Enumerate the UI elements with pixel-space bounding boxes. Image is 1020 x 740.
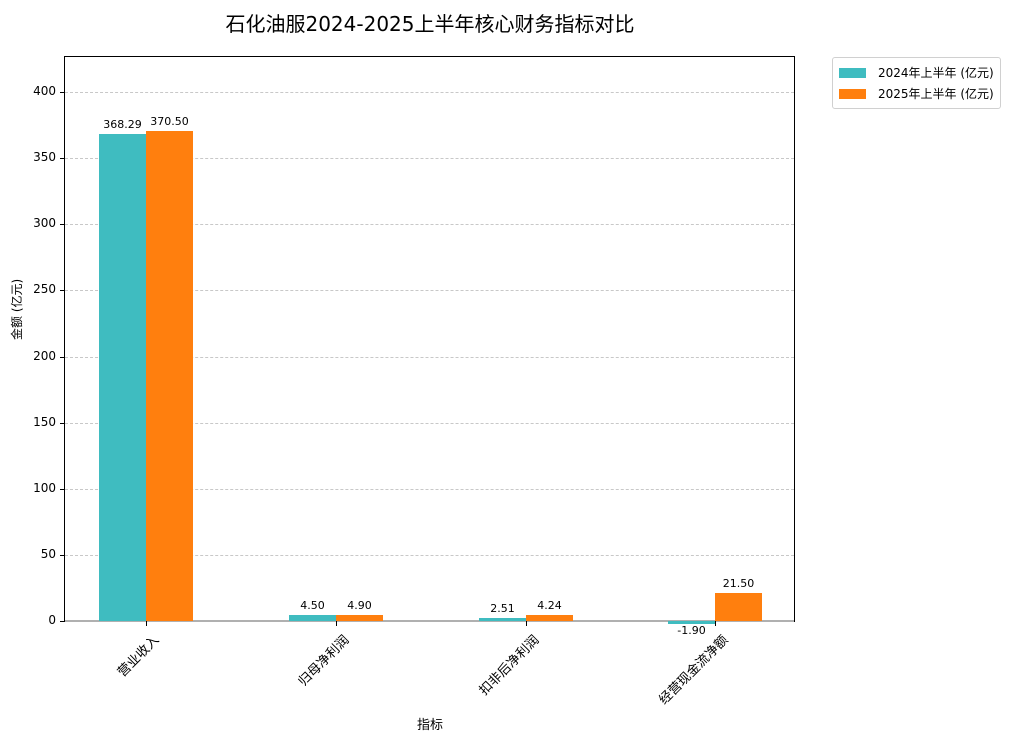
y-tick-mark <box>60 621 65 622</box>
bar-2024 <box>289 615 336 621</box>
y-tick-mark <box>60 554 65 556</box>
gridline <box>65 554 794 556</box>
gridline <box>65 158 794 160</box>
y-tick-label: 300 <box>33 216 56 231</box>
y-tick-mark <box>60 488 65 490</box>
gridline <box>65 422 794 424</box>
zero-baseline <box>65 620 794 622</box>
bar-value-label: 370.50 <box>150 115 189 128</box>
x-tick-label: 经营现金流净额 <box>656 632 732 708</box>
legend-label-2025: 2025年上半年 (亿元) <box>878 87 994 101</box>
bar-2025 <box>715 592 762 621</box>
legend-swatch-2024 <box>839 67 866 78</box>
y-tick-mark <box>60 290 65 292</box>
bar-value-label: 21.50 <box>722 576 755 590</box>
bar-2025 <box>336 614 383 621</box>
y-tick-mark <box>60 158 65 160</box>
y-tick-label: 150 <box>33 414 56 429</box>
legend-swatch-2025 <box>839 88 866 99</box>
x-axis-title: 指标 <box>417 718 444 733</box>
y-tick-label: 250 <box>33 282 56 297</box>
y-tick-label: 50 <box>40 546 56 561</box>
gridline <box>65 356 794 358</box>
gridline <box>65 290 794 292</box>
y-tick-label: 400 <box>33 84 56 98</box>
y-tick-label: 350 <box>33 150 56 165</box>
x-tick-mark <box>146 621 147 626</box>
legend-item-2025: 2025年上半年 (亿元) <box>839 83 994 104</box>
x-tick-label: 归母净利润 <box>295 632 353 690</box>
bar-2024 <box>479 617 526 621</box>
plot-area: 368.29 370.50 4.50 4.90 2.51 4.24 -1.90 21.50 <box>60 56 795 637</box>
legend-item-2024: 2024年上半年 (亿元) <box>839 62 994 83</box>
bar-value-label: 4.50 <box>300 599 325 613</box>
bar-value-label: 2.51 <box>490 601 515 615</box>
y-tick-label: 100 <box>33 480 56 495</box>
bar-2025 <box>146 131 193 621</box>
y-tick-mark <box>60 224 65 226</box>
bar-value-label: -1.90 <box>677 624 706 637</box>
x-tick-mark <box>715 621 716 626</box>
bar-2024 <box>99 133 146 621</box>
bar-value-label: 4.24 <box>537 599 562 613</box>
bar-2024 <box>668 621 715 624</box>
gridline <box>65 488 794 490</box>
y-tick-mark <box>60 422 65 424</box>
y-tick-label: 0 <box>48 613 56 627</box>
x-tick-label: 营业收入 <box>115 632 163 681</box>
legend-label-2024: 2024年上半年 (亿元) <box>878 66 994 80</box>
chart-title: 石化油服2024-2025上半年核心财务指标对比 <box>225 12 635 36</box>
y-tick-label: 200 <box>33 348 56 363</box>
y-axis-title: 金额 (亿元) <box>10 278 24 340</box>
gridline <box>65 92 794 93</box>
y-tick-mark <box>60 92 65 93</box>
legend: 2024年上半年 (亿元) 2025年上半年 (亿元) <box>832 57 1001 109</box>
y-tick-mark <box>60 356 65 358</box>
x-tick-label: 扣非后净利润 <box>476 632 543 699</box>
gridline <box>65 224 794 226</box>
bar-2025 <box>526 615 573 621</box>
bar-value-label: 4.90 <box>347 598 372 612</box>
bar-value-label: 368.29 <box>103 117 142 131</box>
x-tick-mark <box>526 621 527 626</box>
x-tick-mark <box>336 621 337 626</box>
